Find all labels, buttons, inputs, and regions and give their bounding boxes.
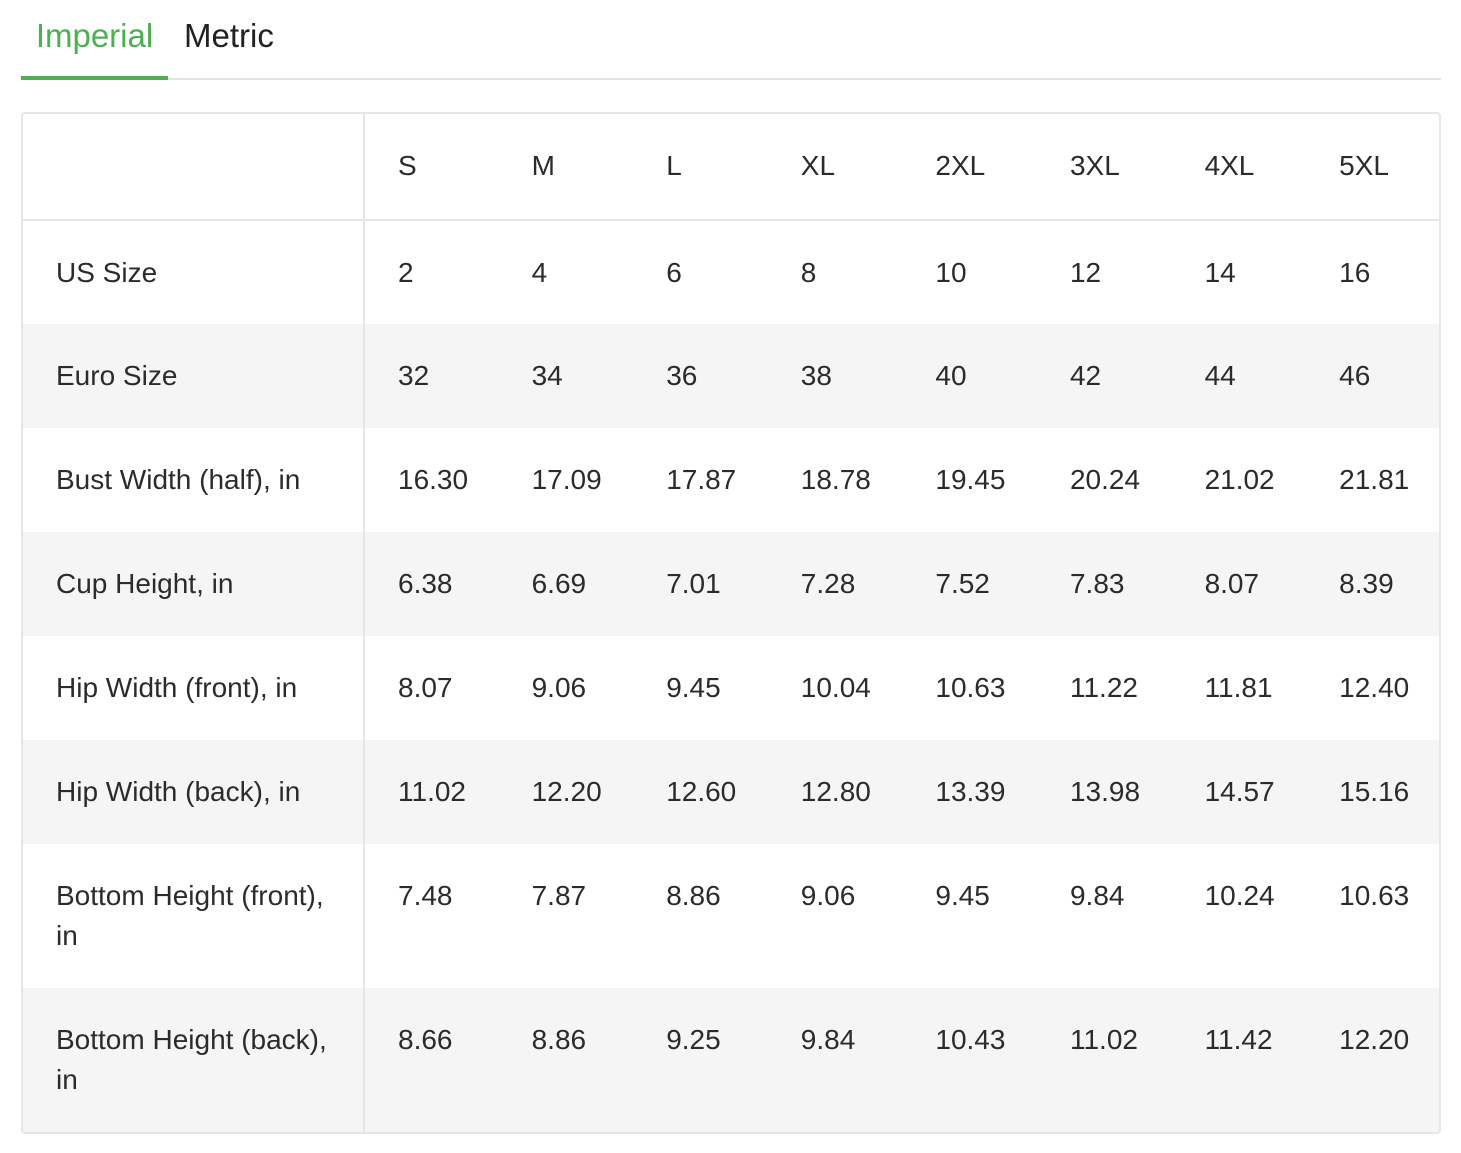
table-cell: 21.81 [1339, 464, 1410, 495]
table-cell: 8.66 [398, 1024, 453, 1055]
column-header: XL [767, 114, 903, 221]
table-cell: 9.84 [1069, 880, 1125, 911]
table-cell: 12.20 [1339, 1024, 1410, 1055]
row-label: Euro Size [23, 324, 365, 428]
column-header: S [364, 114, 499, 221]
table-cell: 6.69 [531, 568, 587, 599]
table-cell: 6.38 [398, 568, 453, 599]
table-cell: 10.43 [935, 1024, 1006, 1055]
table-cell: 8.39 [1339, 568, 1394, 599]
table-cell: 16.30 [398, 464, 469, 495]
table-cell: 9.25 [666, 1024, 721, 1055]
table-cell: 7.52 [935, 568, 990, 599]
table-header-row: S M L XL 2XL 3XL 4XL 5XL [23, 114, 1439, 221]
table-cell: 9.45 [666, 672, 721, 703]
table-cell: 7.01 [666, 568, 721, 599]
table-cell: 46 [1339, 360, 1371, 391]
table-cell: 14.57 [1204, 776, 1275, 807]
table-cell: 11.02 [398, 776, 466, 807]
table-cell: 11.02 [1069, 1024, 1138, 1055]
tab-imperial[interactable]: Imperial [21, 0, 168, 80]
table-cell: 19.45 [935, 464, 1006, 495]
table-cell: 21.02 [1204, 464, 1275, 495]
table-row: Cup Height, in 6.38 6.69 7.01 7.28 7.52 … [23, 532, 1439, 636]
table-row: Bottom Height (front), in 7.48 7.87 8.86… [23, 844, 1439, 988]
table-cell: 11.81 [1204, 672, 1273, 703]
table-cell: 6 [666, 257, 682, 288]
table-cell: 8.86 [531, 1024, 587, 1055]
table-cell: 4 [531, 257, 548, 288]
table-cell: 11.42 [1204, 1024, 1273, 1055]
table-cell: 32 [398, 360, 430, 391]
table-cell: 8.07 [1204, 568, 1260, 599]
table-cell: 8 [800, 257, 817, 288]
table-row: Hip Width (back), in 11.02 12.20 12.60 1… [23, 740, 1439, 844]
table-cell: 18.78 [800, 464, 871, 495]
table-cell: 7.48 [398, 880, 453, 911]
table-cell: 40 [935, 360, 967, 391]
table-cell: 10.24 [1204, 880, 1275, 911]
table-cell: 7.83 [1069, 568, 1125, 599]
size-table-card: S M L XL 2XL 3XL 4XL 5XL US Size 2 4 6 8 [21, 112, 1441, 1134]
column-header: 5XL [1306, 114, 1439, 221]
table-cell: 10.04 [800, 672, 871, 703]
table-cell: 42 [1069, 360, 1102, 391]
table-cell: 9.06 [800, 880, 856, 911]
table-cell: 12.80 [800, 776, 871, 807]
table-cell: 10 [935, 257, 967, 288]
table-cell: 14 [1204, 257, 1236, 288]
table-cell: 2 [398, 257, 414, 288]
row-label: Hip Width (front), in [23, 636, 365, 740]
table-cell: 9.06 [531, 672, 587, 703]
table-cell: 12 [1069, 257, 1102, 288]
table-cell: 20.24 [1069, 464, 1141, 495]
table-cell: 7.28 [800, 568, 856, 599]
table-cell: 8.07 [398, 672, 453, 703]
row-label: Cup Height, in [23, 532, 365, 636]
table-row: Euro Size 32 34 36 38 40 42 44 46 [23, 324, 1439, 428]
table-cell: 10.63 [1339, 880, 1410, 911]
table-cell: 38 [800, 360, 832, 391]
tab-metric[interactable]: Metric [184, 17, 274, 54]
column-header: M [498, 114, 634, 221]
table-row: US Size 2 4 6 8 10 12 14 16 [23, 220, 1439, 324]
table-row: Bottom Height (back), in 8.66 8.86 9.25 … [23, 988, 1439, 1132]
table-cell: 13.39 [935, 776, 1006, 807]
table-cell: 8.86 [666, 880, 721, 911]
table-cell: 10.63 [935, 672, 1006, 703]
row-label: Bust Width (half), in [23, 428, 365, 532]
table-cell: 9.84 [800, 1024, 856, 1055]
row-label: US Size [23, 220, 365, 324]
column-header: L [633, 114, 768, 221]
table-row: Bust Width (half), in 16.30 17.09 17.87 … [23, 428, 1439, 532]
table-cell: 34 [531, 360, 563, 391]
table-cell: 11.22 [1069, 672, 1138, 703]
unit-tabs: Imperial Metric [21, 0, 1441, 80]
table-cell: 17.87 [666, 464, 737, 495]
table-cell: 16 [1339, 257, 1371, 288]
size-table: S M L XL 2XL 3XL 4XL 5XL US Size 2 4 6 8 [23, 114, 1439, 1132]
row-label: Bottom Height (front), in [23, 844, 365, 988]
table-cell: 9.45 [935, 880, 990, 911]
column-header: 4XL [1171, 114, 1307, 221]
row-label: Bottom Height (back), in [23, 988, 365, 1132]
table-cell: 17.09 [531, 464, 602, 495]
table-cell: 15.16 [1339, 776, 1410, 807]
table-corner-cell [23, 114, 365, 221]
table-cell: 44 [1204, 360, 1236, 391]
row-label: Hip Width (back), in [23, 740, 365, 844]
column-header: 2XL [902, 114, 1037, 221]
table-cell: 7.87 [531, 880, 587, 911]
table-cell: 36 [666, 360, 698, 391]
table-cell: 12.40 [1339, 672, 1410, 703]
table-cell: 13.98 [1069, 776, 1141, 807]
table-row: Hip Width (front), in 8.07 9.06 9.45 10.… [23, 636, 1439, 740]
table-cell: 12.60 [666, 776, 737, 807]
column-header: 3XL [1036, 114, 1172, 221]
table-cell: 12.20 [531, 776, 602, 807]
